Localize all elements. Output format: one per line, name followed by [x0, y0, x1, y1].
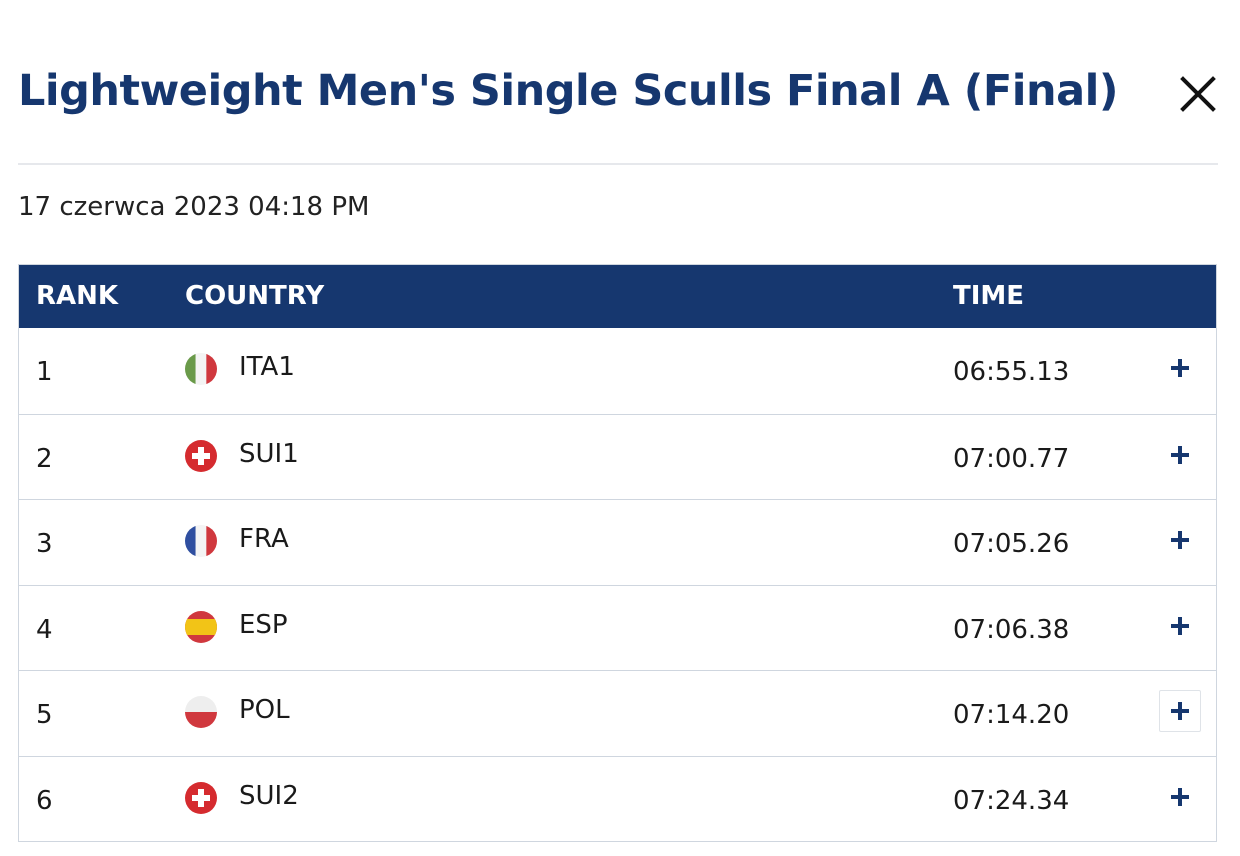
table-row: 3 FRA 07:05.26: [19, 499, 1216, 585]
plus-icon: [1171, 616, 1189, 635]
table-row: 2 SUI1 07:00.77: [19, 413, 1216, 500]
expand-row-button[interactable]: [1159, 434, 1201, 476]
time-cell: 07:00.77: [953, 443, 1070, 474]
france-flag-icon: [185, 525, 217, 557]
expand-row-button[interactable]: [1159, 776, 1201, 818]
expand-row-button[interactable]: [1159, 347, 1201, 389]
results-table: RANK COUNTRY TIME 1 ITA1 06:55.13 2: [18, 264, 1217, 842]
rank-cell: 1: [36, 357, 53, 387]
plus-icon: [1171, 445, 1189, 464]
country-cell: SUI2: [239, 780, 299, 811]
table-header: RANK COUNTRY TIME: [19, 265, 1216, 328]
rank-cell: 4: [36, 614, 53, 645]
table-row: 5 POL 07:14.20: [19, 670, 1216, 756]
header-divider: [18, 163, 1218, 165]
country-cell: POL: [239, 695, 290, 725]
poland-flag-icon: [185, 696, 217, 728]
spain-flag-icon: [185, 610, 217, 643]
rank-cell: 2: [36, 443, 53, 474]
country-cell: ESP: [239, 609, 288, 640]
table-body: 1 ITA1 06:55.13 2 SUI1 07:00.77: [19, 328, 1216, 841]
expand-row-button[interactable]: [1159, 690, 1201, 732]
country-cell: SUI1: [239, 438, 299, 469]
close-button[interactable]: [1176, 72, 1220, 116]
race-datetime: 17 czerwca 2023 04:18 PM: [18, 192, 370, 222]
plus-icon: [1171, 531, 1189, 549]
time-cell: 07:05.26: [953, 529, 1070, 559]
page-title: Lightweight Men's Single Sculls Final A …: [18, 66, 1119, 116]
table-row: 1 ITA1 06:55.13: [19, 328, 1216, 414]
expand-row-button[interactable]: [1159, 519, 1201, 561]
expand-row-button[interactable]: [1159, 605, 1201, 647]
rank-cell: 3: [36, 529, 53, 559]
rank-cell: 6: [36, 785, 53, 816]
switzerland-flag-icon: [185, 439, 217, 472]
plus-icon: [1171, 702, 1189, 720]
time-cell: 07:06.38: [953, 614, 1070, 645]
plus-icon: [1171, 359, 1189, 377]
italy-flag-icon: [185, 353, 217, 385]
switzerland-flag-icon: [185, 781, 217, 814]
close-icon: [1180, 76, 1216, 112]
plus-icon: [1171, 787, 1189, 806]
time-cell: 06:55.13: [953, 357, 1070, 387]
country-cell: ITA1: [239, 352, 295, 382]
column-header-rank: RANK: [36, 281, 119, 311]
rank-cell: 5: [36, 700, 53, 730]
column-header-country: COUNTRY: [185, 281, 325, 311]
table-row: 4 ESP 07:06.38: [19, 584, 1216, 671]
country-cell: FRA: [239, 524, 289, 554]
time-cell: 07:14.20: [953, 700, 1070, 730]
column-header-time: TIME: [953, 281, 1025, 311]
table-row: 6 SUI2 07:24.34: [19, 755, 1216, 842]
time-cell: 07:24.34: [953, 785, 1070, 816]
